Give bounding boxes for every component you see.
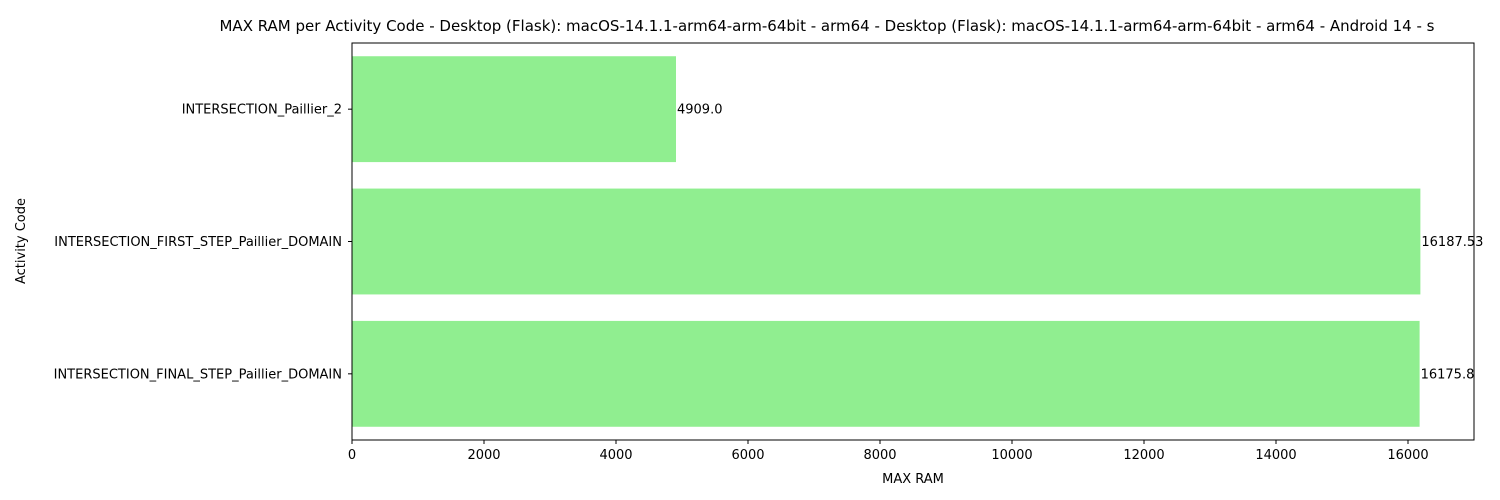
bars-group <box>352 56 1421 427</box>
data-labels-group: 4909.0 16187.53 16175.8 <box>677 103 1483 383</box>
y-tick-label: INTERSECTION_FIRST_STEP_Paillier_DOMAIN <box>54 235 342 250</box>
x-tick-label: 14000 <box>1255 448 1296 463</box>
x-tick-label: 12000 <box>1123 448 1164 463</box>
x-tick-label: 0 <box>348 448 356 463</box>
y-tick-label: INTERSECTION_Paillier_2 <box>182 103 342 118</box>
chart-title: MAX RAM per Activity Code - Desktop (Fla… <box>219 17 1434 35</box>
y-axis-label: Activity Code <box>14 198 29 284</box>
x-tick-label: 4000 <box>599 448 632 463</box>
x-tick-label: 8000 <box>863 448 896 463</box>
x-tick-label: 16000 <box>1387 448 1428 463</box>
x-axis-ticks: 0 2000 4000 6000 8000 10000 12000 14000 16000 <box>348 440 1429 463</box>
x-tick-label: 10000 <box>991 448 1032 463</box>
data-label: 16175.8 <box>1421 367 1475 382</box>
data-label: 4909.0 <box>677 103 723 118</box>
x-axis-label: MAX RAM <box>882 472 944 487</box>
bar <box>352 56 676 163</box>
bar <box>352 188 1421 295</box>
y-axis-ticks: INTERSECTION_Paillier_2 INTERSECTION_FIRS… <box>54 103 352 382</box>
data-label: 16187.53 <box>1421 235 1483 250</box>
y-tick-label: INTERSECTION_FINAL_STEP_Paillier_DOMAIN <box>54 367 342 382</box>
bar <box>352 320 1420 427</box>
x-tick-label: 2000 <box>467 448 500 463</box>
x-tick-label: 6000 <box>731 448 764 463</box>
